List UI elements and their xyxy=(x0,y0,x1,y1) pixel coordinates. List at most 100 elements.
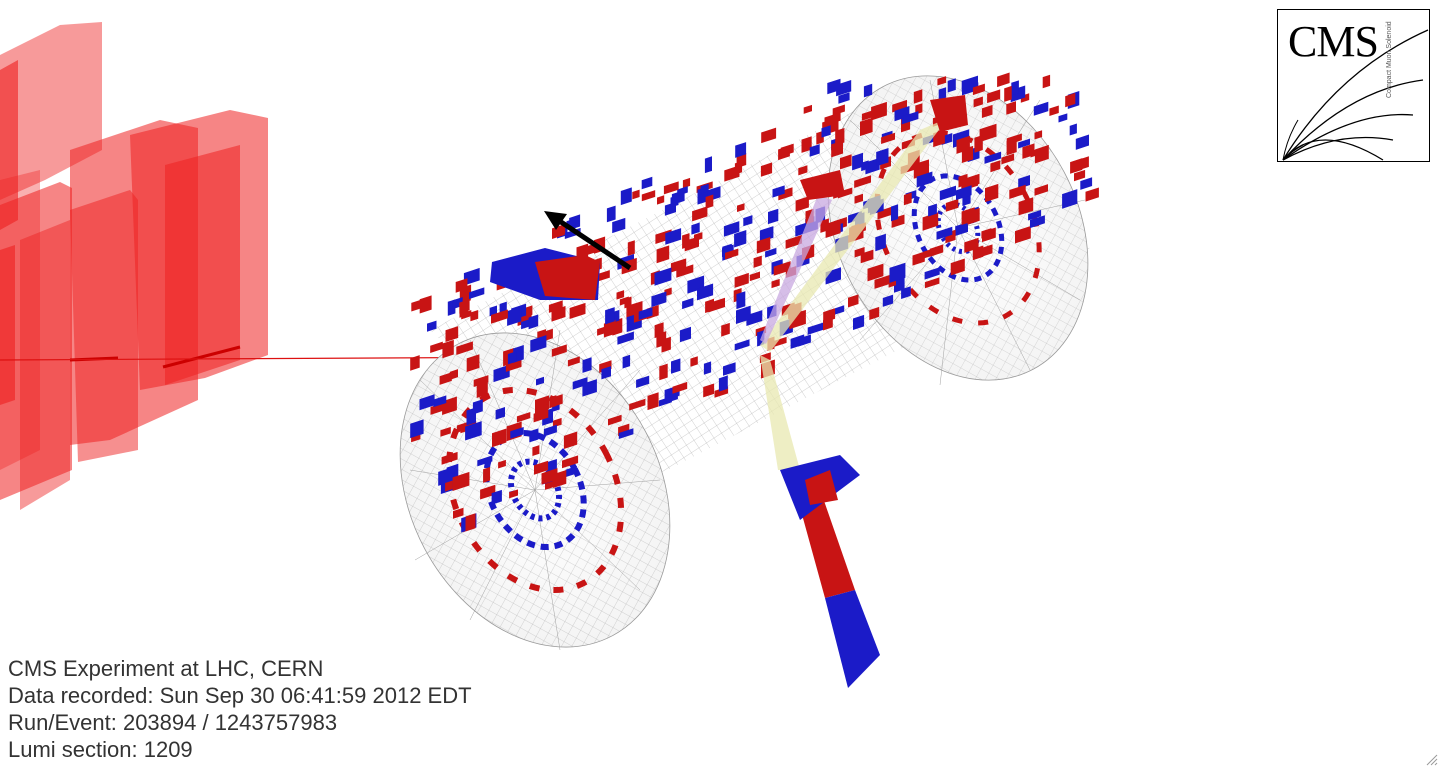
calorimeter-cell xyxy=(665,228,682,245)
calorimeter-cell xyxy=(924,277,940,289)
calorimeter-cell xyxy=(509,489,519,499)
calorimeter-cell xyxy=(636,375,650,389)
muon-chamber xyxy=(0,60,18,230)
calorimeter-cell xyxy=(445,480,453,492)
calorimeter-cell xyxy=(567,356,580,367)
calorimeter-cell xyxy=(480,484,496,500)
calorimeter-cell xyxy=(824,112,841,126)
calorimeter-cell xyxy=(565,466,577,478)
calorimeter-cell xyxy=(498,459,506,469)
calorimeter-cell xyxy=(552,417,562,428)
calorimeter-cell xyxy=(874,274,891,289)
muon-chamber xyxy=(0,170,40,470)
calorimeter-cell xyxy=(773,261,791,276)
calorimeter-cell xyxy=(736,305,751,325)
calorimeter-cell xyxy=(987,89,1001,104)
calorimeter-cell xyxy=(658,396,672,407)
calorimeter-cell xyxy=(974,134,983,153)
calorimeter-cell xyxy=(536,376,544,386)
calorimeter-cell xyxy=(618,428,634,440)
calorimeter-cell xyxy=(950,258,965,276)
calorimeter-cell xyxy=(456,341,473,355)
calorimeter-cell xyxy=(922,212,939,231)
muon-hit-segment xyxy=(162,345,241,369)
calorimeter-cell xyxy=(549,395,557,409)
calorimeter-cell xyxy=(945,198,959,212)
calorimeter-cell xyxy=(697,283,714,301)
calorimeter-cell xyxy=(958,173,968,188)
calorimeter-cell xyxy=(582,357,592,373)
muon-chambers xyxy=(0,22,268,510)
calorimeter-cell xyxy=(743,215,753,227)
met-arrow xyxy=(544,211,632,271)
calorimeter-cell xyxy=(620,187,632,206)
calorimeter-cell xyxy=(854,193,863,204)
calorimeter-cell xyxy=(430,341,443,354)
calorimeter-cell xyxy=(877,206,894,220)
calorimeter-cell xyxy=(882,294,894,307)
calorimeter-cell xyxy=(632,189,640,200)
calorimeter-cell xyxy=(853,314,865,331)
calorimeter-cell xyxy=(854,246,865,258)
calorimeter-cell xyxy=(1018,175,1031,189)
calorimeter-cell xyxy=(410,355,420,371)
calorimeter-cell xyxy=(1030,215,1045,229)
calorimeter-cell xyxy=(670,258,687,273)
calorimeter-cell xyxy=(656,331,667,348)
calorimeter-cell xyxy=(1011,80,1019,96)
calorimeter-cell xyxy=(823,317,833,331)
calorimeter-cell xyxy=(861,110,874,121)
calorimeter-cell xyxy=(961,145,974,164)
muon-chamber xyxy=(20,220,70,510)
calorimeter-cell xyxy=(679,326,692,343)
calorimeter-cell xyxy=(601,366,612,380)
calorimeter-cell xyxy=(708,297,726,313)
calorimeter-cell xyxy=(916,171,933,188)
recorded-date: Data recorded: Sun Sep 30 06:41:59 2012 … xyxy=(8,683,472,708)
calorimeter-cell xyxy=(617,331,634,345)
calorimeter-cell xyxy=(465,513,476,532)
calorimeter-cell xyxy=(881,132,895,145)
cms-logo: CMS Compact Muon Solenoid xyxy=(1277,9,1430,162)
calorimeter-cell xyxy=(982,227,996,243)
calorimeter-cell xyxy=(548,300,563,313)
calorimeter-cell xyxy=(1006,137,1017,156)
calorimeter-cell xyxy=(1022,143,1035,159)
calorimeter-cell xyxy=(534,460,549,475)
calorimeter-cell xyxy=(671,358,681,374)
calorimeter-cell xyxy=(725,248,739,260)
calorimeter-cell xyxy=(734,272,749,288)
calorimeter-cell xyxy=(827,78,841,95)
calorimeter-cell xyxy=(1004,85,1012,102)
calorimeter-cell xyxy=(984,151,1002,164)
calorimeter-cell xyxy=(516,411,531,423)
calorimeter-cell xyxy=(492,428,507,448)
calorimeter-cell xyxy=(465,421,482,441)
calorimeter-cell xyxy=(760,162,773,177)
calorimeter-cell xyxy=(1042,74,1051,89)
resize-grip-icon[interactable] xyxy=(1424,752,1438,766)
calorimeter-cell xyxy=(876,148,889,167)
calorimeter-cell xyxy=(889,262,906,283)
jet-cone xyxy=(760,118,948,352)
calorimeter-cell xyxy=(563,431,578,449)
calorimeter-cell xyxy=(493,364,510,383)
calorimeter-cell xyxy=(690,356,698,367)
calorimeter-cell xyxy=(854,175,872,188)
calorimeter-cell xyxy=(795,196,809,212)
calorimeter-cell xyxy=(703,361,712,375)
calorimeter-cell xyxy=(737,203,745,213)
calorimeter-cell xyxy=(682,177,691,189)
calorimeter-cell xyxy=(869,306,880,320)
calorimeter-cell xyxy=(852,152,863,171)
calorimeter-cell xyxy=(891,204,899,222)
calorimeter-cell xyxy=(785,234,802,249)
calorimeter-cell xyxy=(445,326,459,342)
calorimeter-cell xyxy=(656,245,670,264)
calorimeter-cell xyxy=(641,176,653,190)
calorimeter-cell xyxy=(543,424,557,437)
calorimeter-cell xyxy=(803,104,813,114)
calorimeter-cell xyxy=(532,445,540,457)
calorimeter-cell xyxy=(453,507,464,519)
